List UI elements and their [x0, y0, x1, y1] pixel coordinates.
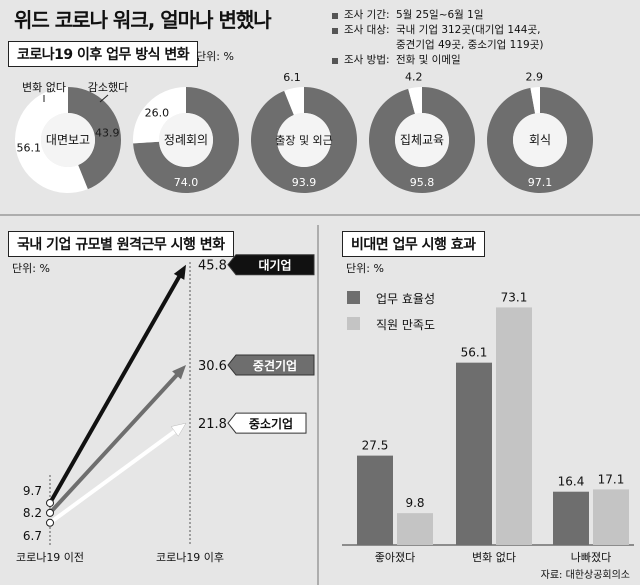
bar-section-badge: 비대면 업무 시행 효과 [342, 231, 485, 257]
survey-period-label: 조사 기간: [344, 9, 390, 21]
line-series-1 [48, 274, 182, 504]
line-start-point-2 [46, 508, 54, 517]
line-series-tag-3 [227, 412, 307, 434]
bar-1-3 [553, 491, 589, 545]
bar-value-label-1-3: 16.4 [558, 475, 585, 489]
line-series-2 [48, 372, 180, 515]
line-end-label-2: 30.6 [198, 359, 227, 374]
line-arrowhead-2 [172, 365, 186, 380]
line-series-name-3: 중소기업 [249, 416, 293, 431]
survey-method-label: 조사 방법: [344, 54, 390, 66]
donut-section-badge: 코로나19 이후 업무 방식 변화 [8, 41, 199, 67]
survey-info: 조사 기간: 5월 25일~6월 1일 조사 대상: 국내 기업 312곳(대기업 … [330, 8, 543, 68]
donut-center-label-1: 대면보고 [46, 133, 90, 147]
donut-slice-same-3 [284, 87, 304, 115]
donut-decrease-label-5: 97.1 [528, 176, 553, 189]
bar-value-label-1-2: 56.1 [461, 346, 488, 360]
bar-2-1 [397, 513, 433, 545]
line-start-point-1 [46, 498, 54, 507]
bar-unit-label: 단위: % [346, 262, 384, 275]
bar-value-label-2-2: 73.1 [501, 290, 528, 304]
donut-same-label-5: 2.9 [526, 70, 544, 83]
line-end-label-1: 45.8 [198, 259, 227, 274]
donut-center-label-2: 정례회의 [164, 133, 208, 147]
bar-x-tick-2: 변화 없다 [472, 551, 516, 564]
page-title: 위드 코로나 워크, 얼마나 변했나 [14, 8, 272, 32]
bar-legend-swatch-1 [347, 291, 360, 304]
bar-value-label-2-1: 9.8 [405, 496, 424, 510]
bar-1-2 [456, 362, 492, 545]
donut-decrease-label-3: 93.9 [292, 176, 317, 189]
donut-slice-same-4 [408, 87, 422, 114]
line-section-badge: 국내 기업 규모별 원격근무 시행 변화 [8, 231, 234, 257]
donut-hole-3 [277, 113, 331, 167]
line-series-name-2: 중견기업 [253, 358, 297, 373]
line-arrowhead-1 [173, 264, 186, 280]
line-series-3 [48, 428, 178, 525]
donut-slice-same-5 [530, 87, 540, 114]
donut-slice-decrease-1 [68, 87, 121, 190]
line-start-label-2: 8.2 [23, 506, 42, 520]
donut-slice-decrease-4 [369, 87, 475, 193]
donut-legend-decrease: 감소했다 [88, 81, 128, 94]
survey-period-value: 5월 25일~6월 1일 [396, 9, 484, 21]
donut-hole-4 [395, 113, 449, 167]
donut-hole-1 [41, 113, 95, 167]
donut-slice-same-2 [133, 87, 186, 144]
line-start-label-3: 6.7 [23, 529, 42, 543]
bar-value-label-1-1: 27.5 [362, 439, 389, 453]
line-start-point-3 [46, 518, 54, 527]
bar-value-label-2-3: 17.1 [598, 472, 625, 486]
donut-decrease-label-1: 43.9 [95, 126, 120, 139]
donut-same-label-2: 26.0 [145, 107, 170, 120]
bar-x-tick-3: 나빠졌다 [571, 551, 611, 564]
donut-slice-decrease-5 [487, 87, 594, 194]
bar-1-1 [357, 455, 393, 545]
source-note: 자료: 대한상공회의소 [540, 570, 630, 581]
line-series-name-1: 대기업 [258, 258, 291, 273]
donut-decrease-label-4: 95.8 [410, 176, 435, 189]
bar-x-tick-1: 좋아졌다 [375, 551, 415, 564]
donut-same-label-1: 56.1 [16, 142, 41, 155]
survey-target-value-2: 중견기업 49곳, 중소기업 119곳) [396, 39, 544, 51]
donut-center-label-3: 출장 및 외근 [275, 134, 333, 147]
survey-method-value: 전화 및 이메일 [396, 54, 461, 66]
donut-slice-decrease-2 [133, 87, 239, 194]
donut-legend-same: 변화 없다 [22, 81, 66, 94]
bar-legend-label-1: 업무 효율성 [376, 292, 435, 306]
donut-slice-same-1 [14, 87, 88, 193]
donut-hole-5 [513, 113, 567, 167]
donut-center-label-4: 집체교육 [400, 133, 444, 147]
survey-target-label: 조사 대상: [344, 24, 390, 36]
line-arrowhead-3 [170, 422, 187, 437]
donut-legend-decrease-tick [99, 94, 109, 103]
line-x-tick-before: 코로나19 이전 [16, 551, 84, 564]
line-end-label-3: 21.8 [198, 417, 227, 432]
donut-hole-2 [159, 113, 213, 167]
donut-slice-decrease-3 [251, 86, 358, 194]
donut-same-label-3: 6.1 [283, 71, 301, 84]
donut-decrease-label-2: 74.0 [174, 176, 199, 189]
donut-center-label-5: 회식 [529, 133, 551, 147]
line-series-tag-1 [227, 254, 315, 276]
line-unit-label: 단위: % [12, 262, 50, 275]
line-x-tick-after: 코로나19 이후 [156, 551, 224, 564]
line-start-label-1: 9.7 [23, 484, 42, 498]
bar-legend-swatch-2 [347, 317, 360, 330]
survey-target-value-1: 국내 기업 312곳(대기업 144곳, [396, 24, 541, 36]
bar-2-2 [496, 307, 532, 545]
donut-unit-label: 단위: % [196, 50, 234, 63]
line-series-tag-2 [227, 354, 315, 376]
bar-2-3 [593, 489, 629, 545]
donut-same-label-4: 4.2 [405, 71, 423, 84]
bar-legend-label-2: 직원 만족도 [376, 318, 435, 332]
